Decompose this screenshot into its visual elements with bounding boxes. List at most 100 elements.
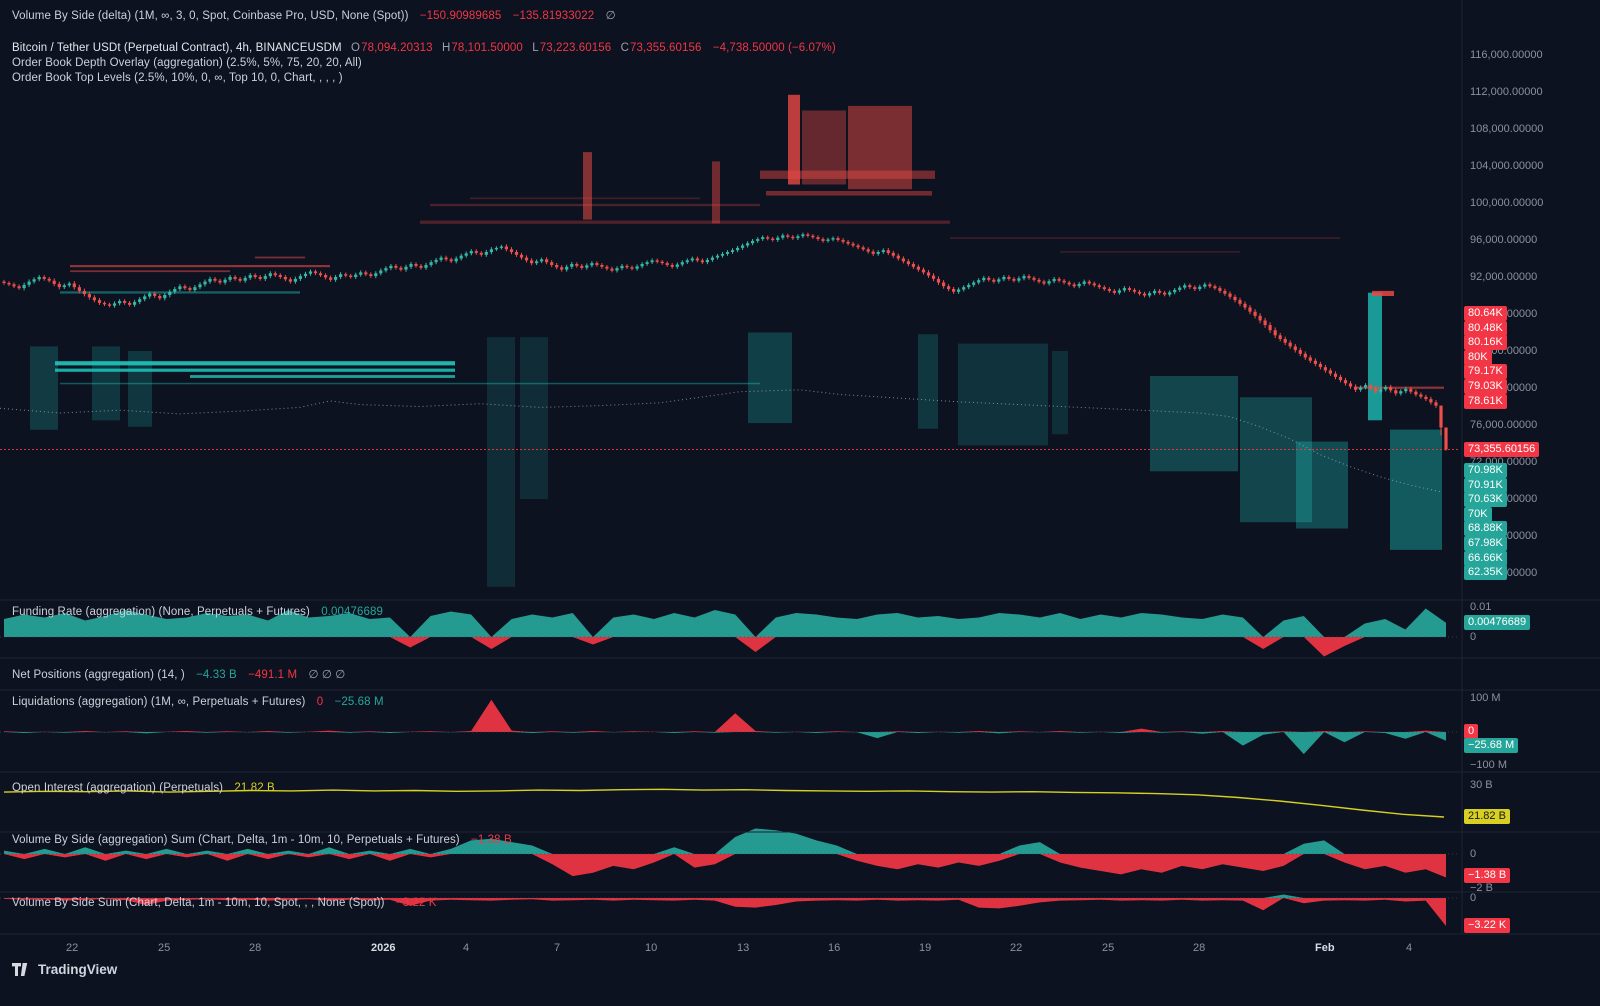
ask-level-badge: 79.03K [1464,379,1507,394]
indicator-title: Order Book Top Levels (2.5%, 10%, 0, ∞, … [12,72,343,84]
ask-level-badge: 80.48K [1464,321,1507,336]
indicator-title: Order Book Depth Overlay (aggregation) (… [12,57,362,69]
bid-level-badge: 70.91K [1464,478,1507,493]
indicator-value: −4.33 B [196,669,237,681]
pane-scale-label: 0.01 [1470,601,1492,613]
indicator-value: −491.1 M [248,669,298,681]
tradingview-logo-icon [12,963,28,976]
ask-level-badge: 79.17K [1464,364,1507,379]
indicator-value: −150.90989685 [419,10,502,22]
legend-symbol[interactable]: Bitcoin / Tether USDt (Perpetual Contrac… [12,42,836,54]
bid-level-badge: 68.88K [1464,521,1507,536]
price-tick-label: 100,000.00000 [1470,197,1544,209]
price-tick-label: 76,000.00000 [1470,419,1538,431]
time-tick-label: 25 [158,942,171,954]
ask-level-badge: 80K [1464,350,1492,365]
indicator-value: 0 [316,696,324,708]
ask-level-badge: 78.61K [1464,394,1507,409]
indicator-empty-value: ∅ [605,10,616,22]
pane-scale-label: 0 [1470,848,1477,860]
pane-value-badge: 21.82 B [1464,809,1510,824]
high-label: H [441,42,451,54]
pane-scale-label: −100 M [1470,759,1507,771]
legend-order-book-top-levels[interactable]: Order Book Top Levels (2.5%, 10%, 0, ∞, … [12,72,343,84]
legend-net-positions[interactable]: Net Positions (aggregation) (14, ) −4.33… [12,667,345,681]
legend-liquidations[interactable]: Liquidations (aggregation) (1M, ∞, Perpe… [12,696,384,708]
time-tick-label: 13 [737,942,750,954]
legend-funding-rate[interactable]: Funding Rate (aggregation) (None, Perpet… [12,606,383,618]
pane-scale-label: −2 B [1470,882,1493,894]
price-tick-label: 112,000.00000 [1470,86,1543,98]
indicator-value: −3.22 K [395,897,437,909]
indicator-value: 0.00476689 [321,606,384,618]
price-tick-label: 116,000.00000 [1470,49,1543,61]
open-label: O [351,42,361,54]
time-tick-label: 2026 [371,942,396,954]
time-tick-label: 28 [249,942,262,954]
pane-scale-label: 100 M [1470,692,1501,704]
indicator-value: −1.38 B [471,834,512,846]
symbol-title: Bitcoin / Tether USDt (Perpetual Contrac… [12,42,342,54]
bid-level-badge: 70.98K [1464,463,1507,478]
ask-level-badge: 80.16K [1464,335,1507,350]
pane-scale-label: 0 [1470,892,1477,904]
legend-volume-by-side-spot-sum[interactable]: Volume By Side Sum (Chart, Delta, 1m - 1… [12,897,437,909]
indicator-value: −25.68 M [334,696,384,708]
time-tick-label: 19 [919,942,932,954]
price-tick-label: 104,000.00000 [1470,160,1544,172]
legend-order-book-depth[interactable]: Order Book Depth Overlay (aggregation) (… [12,57,362,69]
change-value: −4,738.50000 (−6.07%) [712,42,836,54]
legend-volume-by-side-sum[interactable]: Volume By Side (aggregation) Sum (Chart,… [12,834,512,846]
indicator-value: 21.82 B [234,782,275,794]
open-value: 78,094.20313 [361,42,433,54]
indicator-title: Liquidations (aggregation) (1M, ∞, Perpe… [12,696,306,708]
time-tick-label: 4 [463,942,470,954]
bid-level-badge: 70K [1464,507,1492,522]
ask-level-badge: 80.64K [1464,306,1507,321]
price-tick-label: 92,000.00000 [1470,271,1538,283]
high-value: 78,101.50000 [451,42,523,54]
pane-value-badge: 0 [1464,724,1479,739]
indicator-title: Open Interest (aggregation) (Perpetuals) [12,782,224,794]
pane-scale-label: 0 [1470,631,1477,643]
low-label: L [532,42,539,54]
indicator-value: −135.81933022 [512,10,595,22]
time-tick-label: 10 [645,942,658,954]
tradingview-logo-text: TradingView [38,962,118,977]
bid-level-badge: 70.63K [1464,492,1507,507]
time-tick-label: 4 [1406,942,1413,954]
indicator-title: Volume By Side (delta) (1M, ∞, 3, 0, Spo… [12,10,409,22]
legend-volume-by-side-delta[interactable]: Volume By Side (delta) (1M, ∞, 3, 0, Spo… [12,8,616,22]
time-tick-label: 7 [554,942,561,954]
time-axis[interactable]: 22 25 28 2026 4 7 10 13 16 19 22 25 28 Feb 4 [0,934,1600,964]
pane-value-badge: 0.00476689 [1464,615,1531,630]
close-value: 73,355.60156 [629,42,702,54]
price-tick-label: 108,000.00000 [1470,123,1544,135]
legend-open-interest[interactable]: Open Interest (aggregation) (Perpetuals)… [12,782,275,794]
bid-level-badge: 67.98K [1464,536,1507,551]
time-tick-label: 22 [66,942,79,954]
pane-value-badge: −1.38 B [1464,868,1511,883]
time-tick-label: Feb [1315,942,1335,954]
pane-value-badge: −25.68 M [1464,738,1519,753]
time-tick-label: 22 [1010,942,1023,954]
tradingview-logo[interactable]: TradingView [12,962,117,977]
time-tick-label: 28 [1193,942,1206,954]
indicator-title: Funding Rate (aggregation) (None, Perpet… [12,606,310,618]
bid-level-badge: 66.66K [1464,551,1507,566]
pane-scale-label: 30 B [1470,779,1493,791]
indicator-title: Net Positions (aggregation) (14, ) [12,669,185,681]
time-tick-label: 25 [1102,942,1115,954]
close-label: C [620,42,629,54]
price-axis[interactable]: 116,000.00000 112,000.00000 108,000.00000 1… [1462,0,1600,934]
bid-level-badge: 62.35K [1464,565,1507,580]
current-price-badge: 73,355.60156 [1464,442,1540,457]
price-tick-label: 96,000.00000 [1470,234,1538,246]
indicator-empty-values: ∅ ∅ ∅ [308,669,346,681]
pane-value-badge: −3.22 K [1464,918,1511,933]
low-value: 73,223.60156 [539,42,612,54]
time-tick-label: 16 [828,942,841,954]
indicator-title: Volume By Side Sum (Chart, Delta, 1m - 1… [12,897,385,909]
